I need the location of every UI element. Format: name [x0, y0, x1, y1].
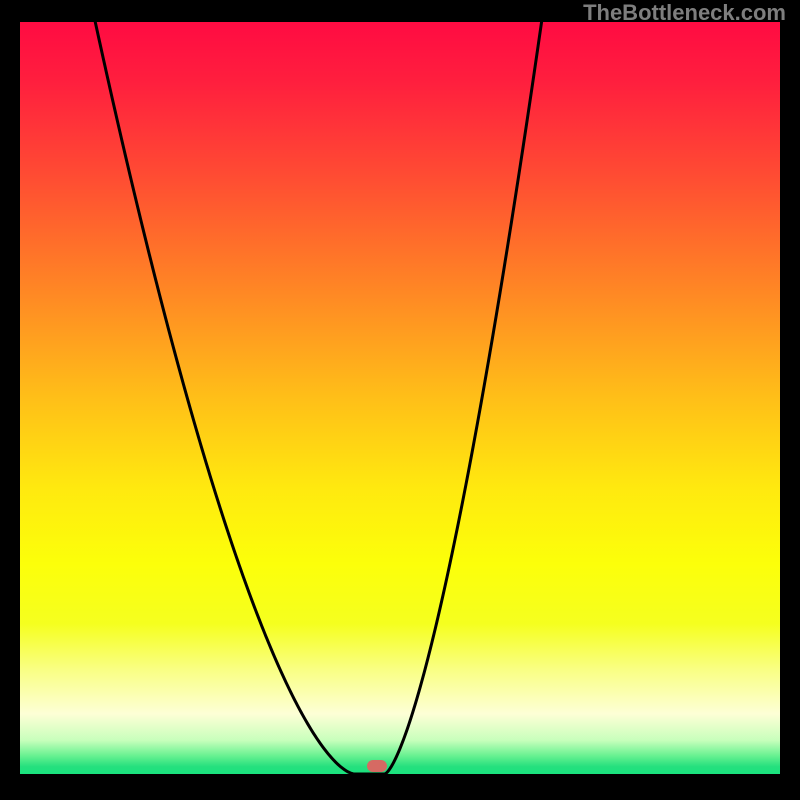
chart-root: TheBottleneck.com: [0, 0, 800, 800]
optimal-marker: [367, 760, 387, 772]
plot-background: [20, 22, 780, 774]
bottleneck-chart: [0, 0, 800, 800]
